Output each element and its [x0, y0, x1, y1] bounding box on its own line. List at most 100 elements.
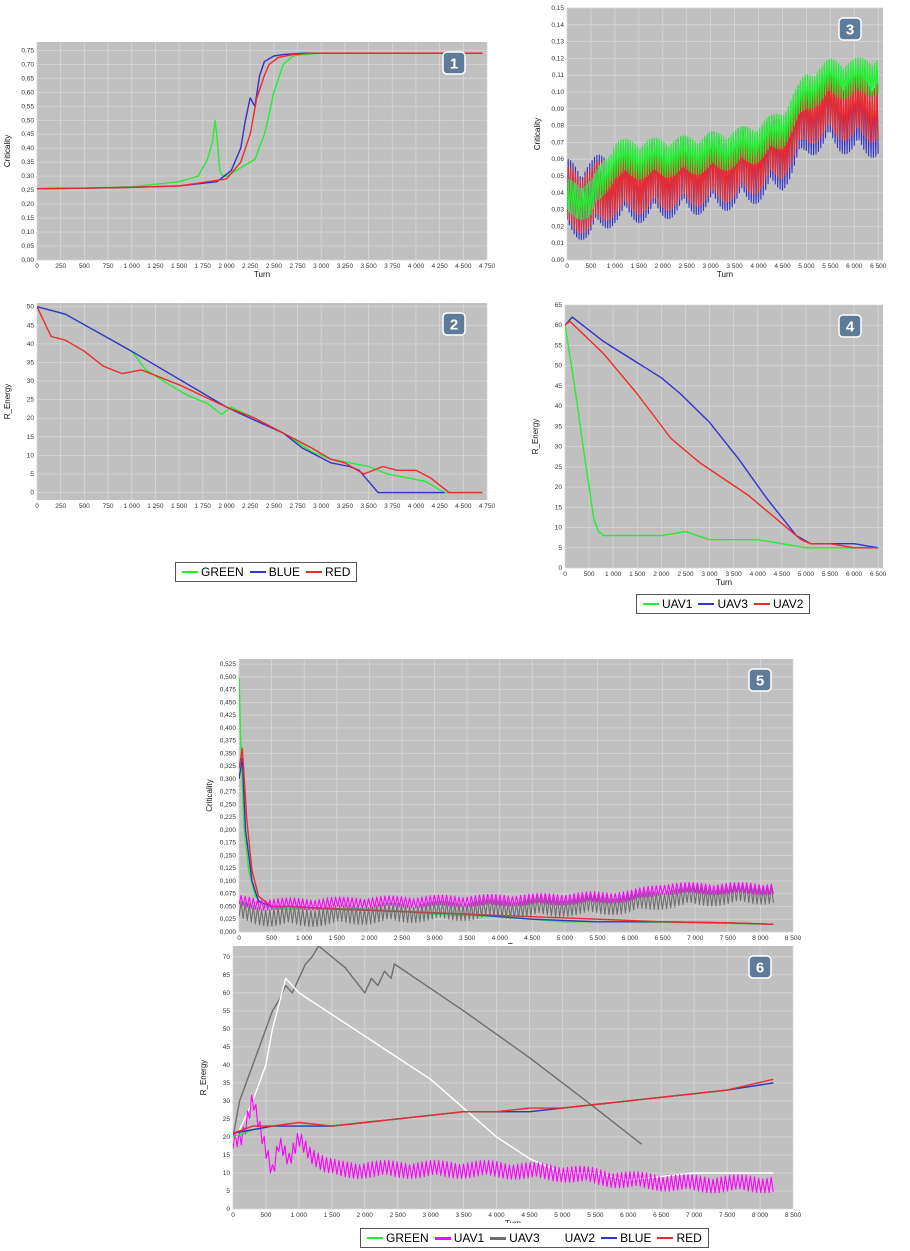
- x-tick-label: 7 500: [720, 935, 737, 942]
- y-axis-label: Criticality: [3, 135, 12, 167]
- x-tick-label: 1 750: [195, 503, 212, 510]
- x-tick-label: 500: [79, 263, 90, 270]
- x-tick-label: 4 750: [479, 503, 496, 510]
- y-tick-label: 0,150: [220, 852, 237, 859]
- y-tick-label: 0,350: [220, 750, 237, 757]
- badge-box: [442, 51, 466, 75]
- series-group: [37, 52, 483, 190]
- y-tick-label: 65: [223, 972, 231, 979]
- y-tick-label: 0,100: [220, 878, 237, 885]
- badge-box: [748, 955, 772, 979]
- series-uav3: [233, 946, 642, 1145]
- badge-box: [748, 668, 772, 692]
- y-tick-label: 0: [30, 490, 34, 497]
- x-tick-label: 250: [55, 263, 66, 270]
- x-tick-label: 7 000: [686, 1212, 703, 1219]
- y-tick-label: 15: [555, 504, 563, 511]
- x-tick-label: 2 500: [394, 935, 411, 942]
- badge-number: 2: [450, 317, 458, 334]
- x-tick-label: 4 500: [455, 263, 472, 270]
- legend-item-uav3: UAV3: [490, 1231, 540, 1245]
- x-tick-label: 5 500: [587, 1212, 604, 1219]
- x-tick-label: 6 000: [622, 935, 639, 942]
- x-tick-label: 1 000: [605, 571, 622, 578]
- y-tick-label: 50: [27, 304, 35, 311]
- x-tick-label: 2 500: [679, 263, 696, 270]
- y-tick-label: 0,000: [220, 929, 237, 936]
- y-tick-label: 40: [555, 403, 563, 410]
- badge-number: 4: [846, 319, 855, 336]
- y-tick-label: 0,10: [21, 229, 34, 236]
- x-tick-label: 2 000: [218, 263, 235, 270]
- x-tick-label: 4 500: [774, 571, 791, 578]
- x-tick-label: 1 000: [124, 503, 141, 510]
- x-tick-label: 2 000: [655, 263, 672, 270]
- x-tick-label: 6 000: [620, 1212, 637, 1219]
- y-tick-label: 0,45: [21, 131, 34, 138]
- x-tick-label: 3 000: [313, 503, 330, 510]
- x-tick-label: 4 000: [750, 571, 767, 578]
- x-tick-label: 1 000: [291, 1212, 308, 1219]
- series-group: [233, 946, 774, 1194]
- x-tick-label: 5 500: [822, 571, 839, 578]
- x-tick-label: 4 250: [431, 263, 448, 270]
- chart-5: 0 500 1 000 1 500 2 000 2 500 3 000 3 500 4 000 4…: [205, 659, 802, 944]
- y-tick-label: 0,07: [551, 139, 564, 146]
- chart-3: 0 500 1 000 1 500 2 000 2 500 3 000 3 500 4 000 4…: [533, 5, 887, 279]
- y-axis-label: Criticality: [205, 779, 214, 811]
- y-tick-label: 0,05: [551, 173, 564, 180]
- chart-6: 0 500 1 000 1 500 2 000 2 500 3 000 3 500 4 000 4…: [200, 946, 802, 1223]
- badge-number: 5: [756, 673, 764, 690]
- x-tick-label: 2 000: [361, 935, 378, 942]
- x-axis-label: Turn: [505, 1219, 521, 1223]
- badge-box: [838, 314, 862, 338]
- x-tick-label: 1 500: [329, 935, 346, 942]
- x-tick-label: 2 250: [242, 263, 259, 270]
- x-tick-label: 4 500: [524, 935, 541, 942]
- legend-swatch: [698, 603, 715, 605]
- y-axis-label: R_Energy: [200, 1060, 208, 1096]
- x-tick-label: 3 000: [701, 571, 718, 578]
- legend-item-blue: BLUE: [601, 1231, 651, 1245]
- y-tick-label: 0,11: [552, 72, 565, 79]
- chart-1: 0 250 500 750 1 000 1 250 1 500 1 750 2 000 2 250…: [3, 42, 496, 279]
- legend-label: BLUE: [620, 1231, 652, 1245]
- legend-swatch: [657, 1237, 674, 1239]
- y-tick-label: 25: [555, 464, 563, 471]
- y-tick-label: 55: [555, 342, 563, 349]
- y-tick-label: 45: [555, 383, 563, 390]
- y-tick-label: 5: [558, 545, 562, 552]
- series-group: [565, 316, 879, 549]
- badge-number: 3: [846, 22, 854, 39]
- series-uav1: [239, 881, 774, 911]
- y-tick-label: 0,075: [220, 891, 237, 898]
- y-axis-label: Criticality: [533, 118, 542, 150]
- x-tick-label: 2 250: [242, 503, 259, 510]
- y-tick-label: 0,400: [220, 725, 237, 732]
- legend-item-red: RED: [657, 1231, 702, 1245]
- y-tick-label: 65: [555, 302, 563, 309]
- x-tick-label: 500: [261, 1212, 272, 1219]
- badge-number: 1: [450, 56, 458, 73]
- legend-swatch: [601, 1237, 618, 1239]
- y-tick-label: 15: [223, 1152, 231, 1159]
- x-tick-label: 4 000: [408, 503, 425, 510]
- x-tick-label: 0: [563, 571, 567, 578]
- y-tick-label: 30: [555, 444, 563, 451]
- x-tick-label: 2 000: [357, 1212, 374, 1219]
- x-tick-label: 2 500: [266, 503, 283, 510]
- y-tick-label: 35: [27, 359, 35, 366]
- y-tick-label: 0,125: [220, 865, 237, 872]
- series-red: [233, 1078, 774, 1134]
- x-tick-label: 4 750: [479, 263, 496, 270]
- x-tick-label: 2 500: [266, 263, 283, 270]
- plot-area: [565, 305, 883, 568]
- y-tick-label: 25: [223, 1116, 231, 1123]
- y-tick-label: 0: [558, 565, 562, 572]
- series-uav2: [565, 320, 879, 549]
- y-tick-label: 0,08: [551, 123, 564, 130]
- x-tick-label: 3 000: [423, 1212, 440, 1219]
- y-tick-label: 35: [223, 1080, 231, 1087]
- y-tick-label: 15: [27, 434, 35, 441]
- series-group: [567, 57, 879, 241]
